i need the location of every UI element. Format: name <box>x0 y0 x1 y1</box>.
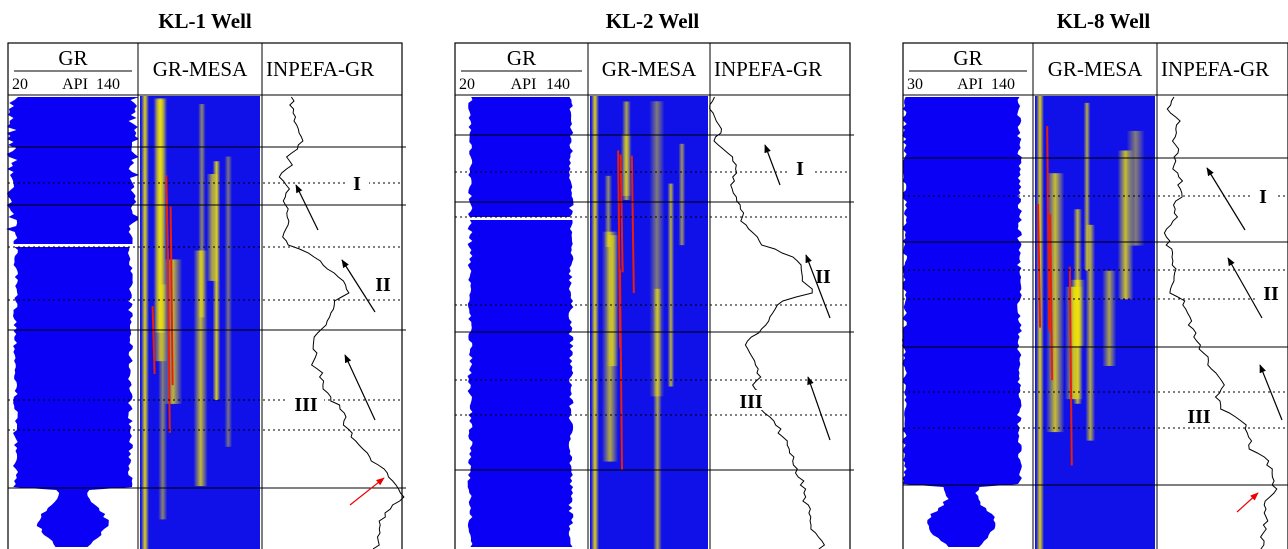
mesa-stripe <box>653 288 662 549</box>
gr-fill <box>902 97 1022 547</box>
cycle-label: I <box>1259 186 1267 208</box>
label-bg <box>788 157 812 177</box>
gr-unit: API <box>62 76 88 93</box>
mesa-stripe <box>1126 130 1145 246</box>
gr-fill <box>6 97 140 547</box>
mesa-red <box>1037 203 1042 328</box>
inpefa-curve <box>1163 96 1278 549</box>
label-bg <box>1256 282 1286 302</box>
mesa-stripe <box>601 231 619 462</box>
trend-arrow <box>807 376 831 441</box>
mesa-red <box>619 154 624 273</box>
gr-max: 140 <box>546 76 570 93</box>
mesa-red <box>630 155 635 294</box>
mesa-stripe <box>649 101 665 397</box>
trend-arrow <box>805 254 831 319</box>
gr-min: 20 <box>12 76 28 93</box>
gr-fill <box>467 97 574 547</box>
column-header: INPEFA-GR <box>1161 57 1269 81</box>
label-bg <box>733 390 769 410</box>
gr-max: 140 <box>96 76 120 93</box>
gr-unit: API <box>511 76 537 93</box>
cycle-label: III <box>294 394 318 416</box>
column-header: GR-MESA <box>153 57 248 81</box>
gr-unit: API <box>957 76 983 93</box>
gr-name: GR <box>507 46 536 70</box>
mesa-red <box>619 269 623 471</box>
gr-max: 140 <box>991 76 1015 93</box>
label-bg <box>1251 185 1275 205</box>
gr-name: GR <box>953 46 982 70</box>
mesa-stripe <box>667 183 675 387</box>
cycle-label: I <box>353 173 361 195</box>
well-title: KL-1 Well <box>158 9 252 33</box>
label-bg <box>368 273 398 293</box>
mesa-stripe <box>1069 279 1086 346</box>
trend-arrow <box>764 144 781 186</box>
cycle-label: II <box>375 274 391 296</box>
trend-arrow <box>344 354 376 421</box>
column-header: INPEFA-GR <box>266 57 374 81</box>
trend-arrow <box>341 259 376 313</box>
label-bg <box>288 393 324 413</box>
mesa-stripe <box>1085 224 1096 441</box>
gr-name: GR <box>58 46 87 70</box>
cycle-label: I <box>796 158 804 180</box>
frame <box>454 42 851 549</box>
mesa-stripe <box>622 101 631 201</box>
mesa-edge <box>141 96 149 549</box>
trend-arrow <box>1227 257 1263 319</box>
mesa-stripe <box>1102 270 1117 366</box>
mesa-red <box>1046 126 1051 332</box>
mesa-red <box>169 206 174 386</box>
mesa-stripe <box>152 98 168 362</box>
trend-arrow <box>1259 364 1283 421</box>
column-header: INPEFA-GR <box>714 57 822 81</box>
mesa-stripe <box>158 284 168 520</box>
cycle-label: III <box>739 391 763 413</box>
mesa-stripe <box>224 156 233 447</box>
frame <box>902 42 1288 549</box>
inpefa-curve <box>278 96 405 549</box>
mesa-red <box>151 306 156 375</box>
well-title: KL-8 Well <box>1057 9 1151 33</box>
mesa-stripe <box>212 161 221 400</box>
mesa-stripe <box>678 143 686 246</box>
mesa-red <box>1068 266 1073 466</box>
label-bg <box>1181 405 1217 425</box>
column-header: GR-MESA <box>1048 57 1143 81</box>
gr-gap <box>456 217 587 220</box>
cycle-label: III <box>1187 406 1211 428</box>
gr-min: 20 <box>459 76 475 93</box>
gr-min: 30 <box>907 76 923 93</box>
gr-gap <box>9 244 137 247</box>
trend-arrow <box>295 184 319 231</box>
trend-arrow-red <box>1236 492 1259 513</box>
label-bg <box>345 172 369 192</box>
well-title: KL-2 Well <box>606 9 700 33</box>
mesa-stripe <box>1083 102 1091 271</box>
cycle-label: II <box>1263 283 1279 305</box>
trend-arrow-red <box>349 477 385 506</box>
cycle-label: II <box>815 266 831 288</box>
mesa-stripe <box>198 104 206 318</box>
trend-arrow <box>1206 167 1246 231</box>
mesa-red <box>166 250 171 433</box>
column-header: GR-MESA <box>602 57 697 81</box>
mesa-stripe <box>604 175 613 248</box>
mesa-edge <box>591 96 599 549</box>
frame <box>7 42 403 549</box>
